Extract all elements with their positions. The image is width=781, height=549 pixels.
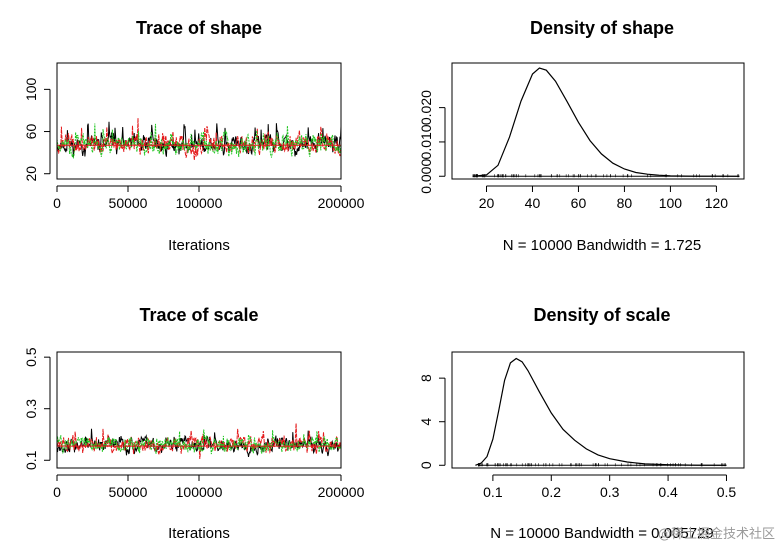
trace-series-3 <box>57 429 341 455</box>
x-tick-label: 0 <box>53 195 61 211</box>
x-tick-label: 200000 <box>318 484 365 500</box>
plot-frame <box>56 351 342 469</box>
trace-series-2 <box>57 118 341 161</box>
x-tick-label: 0.4 <box>658 484 678 500</box>
y-tick-label: 100 <box>23 77 39 101</box>
x-tick-label: 0.1 <box>483 484 503 500</box>
trace-series-3 <box>57 123 341 160</box>
x-tick-label: 200000 <box>318 195 365 211</box>
x-tick-label: 0.2 <box>542 484 562 500</box>
y-tick-label: 0.1 <box>23 450 39 470</box>
rug-marks <box>477 463 726 467</box>
plot-frame <box>451 62 745 180</box>
y-tick-label: 0 <box>418 461 434 469</box>
y-tick-label: 0.3 <box>23 399 39 419</box>
panel-density-shape: Density of shape 20 40 60 80 100 120 0.0000.01… <box>418 18 745 254</box>
x-axis-label: N = 10000 Bandwidth = 0.005729 <box>490 525 714 542</box>
chart-title: Density of shape <box>530 18 674 38</box>
x-tick-label: 0.3 <box>600 484 620 500</box>
y-tick-label: 4 <box>418 418 434 426</box>
x-tick-label: 100000 <box>176 484 223 500</box>
trace-lines <box>57 118 341 161</box>
x-tick-label: 80 <box>617 195 633 211</box>
chart-title: Trace of shape <box>136 18 262 38</box>
y-tick-label: 60 <box>23 124 39 140</box>
y-tick-label: 8 <box>418 374 434 382</box>
x-tick-label: 120 <box>705 195 729 211</box>
plot-area: 0 50000 100000 200000 0.1 0.3 0.5 <box>23 347 365 500</box>
y-tick-label: 20 <box>23 166 39 182</box>
plot-area: 0 50000 100000 200000 20 60 100 <box>23 77 365 211</box>
plot-frame <box>451 351 745 469</box>
panel-trace-shape: Trace of shape 0 50000 100000 200000 20 60 100… <box>23 18 365 254</box>
density-curve <box>472 67 740 177</box>
trace-series-2 <box>57 423 341 460</box>
plot-frame <box>56 62 342 180</box>
chart-title: Density of scale <box>533 305 670 325</box>
chart-title: Trace of scale <box>139 305 258 325</box>
x-tick-label: 60 <box>571 195 587 211</box>
x-axis-label: Iterations <box>168 237 230 254</box>
x-tick-label: 40 <box>525 195 541 211</box>
y-tick-label: 0.000 <box>418 159 434 194</box>
watermark-text: @稀土掘金技术社区 <box>658 526 775 542</box>
x-tick-label: 0 <box>53 484 61 500</box>
y-tick-label: 0.010 <box>418 124 434 159</box>
panel-trace-scale: Trace of scale 0 50000 100000 2000000.10.30… <box>23 305 365 542</box>
x-tick-label: 50000 <box>109 484 148 500</box>
x-tick-label: 100 <box>659 195 683 211</box>
plot-area: 0.1 0.2 0.3 0.4 0.5 0 4 8 <box>418 357 737 500</box>
panel-density-scale: Density of scale 0.1 0.2 0.3 0.4 0.5 0 4 8 N = … <box>418 305 745 542</box>
x-axis-label: Iterations <box>168 525 230 542</box>
trace-lines <box>57 423 341 460</box>
x-tick-label: 50000 <box>109 195 148 211</box>
x-tick-label: 20 <box>479 195 495 211</box>
x-tick-label: 100000 <box>176 195 223 211</box>
density-curve <box>475 357 727 466</box>
trace-series-1 <box>57 121 341 158</box>
y-tick-label: 0.5 <box>23 347 39 367</box>
rug-marks <box>472 174 740 178</box>
y-tick-label: 0.020 <box>418 90 434 125</box>
x-tick-label: 0.5 <box>717 484 737 500</box>
x-axis-label: N = 10000 Bandwidth = 1.725 <box>503 237 702 254</box>
